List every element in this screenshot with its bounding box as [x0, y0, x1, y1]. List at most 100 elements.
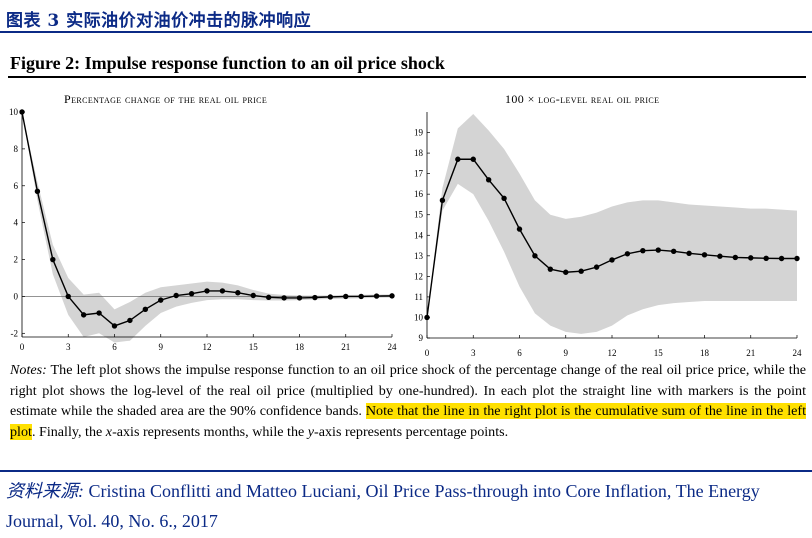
right-x-tick-label: 15: [654, 348, 664, 358]
left-point-marker: [19, 109, 25, 115]
right-point-marker: [485, 177, 492, 183]
chart-caption: 图表 3 实际油价对油价冲击的脉冲响应: [6, 11, 312, 31]
right-x-tick-label: 0: [425, 348, 430, 358]
right-point-marker: [778, 255, 785, 262]
left-y-tick-label: 4: [14, 218, 19, 228]
right-y-tick-label: 13: [414, 251, 424, 261]
left-point-marker: [250, 292, 256, 299]
right-point-marker: [717, 253, 723, 259]
left-x-tick-label: 21: [341, 342, 350, 352]
right-x-tick-label: 9: [564, 348, 569, 358]
left-y-tick-label: -2: [11, 328, 19, 338]
notes-y-var: y: [307, 424, 315, 441]
right-point-marker: [424, 314, 430, 321]
left-x-tick-label: 15: [249, 342, 259, 352]
left-x-tick-label: 24: [388, 342, 398, 352]
notes-label: Notes:: [10, 362, 47, 378]
left-point-marker: [235, 290, 241, 296]
right-point-marker: [609, 257, 615, 263]
right-y-tick-label: 14: [414, 230, 424, 240]
right-point-marker: [439, 197, 446, 204]
left-point-marker: [142, 306, 149, 313]
header-divider: [0, 31, 812, 33]
left-x-tick-label: 6: [112, 342, 117, 352]
left-x-tick-label: 12: [203, 342, 212, 352]
right-y-tick-label: 18: [414, 148, 424, 158]
right-plot: 9 10 11 12 13 14 15 16 17 18 19 0 3 6 9 12 15 18 21 24: [414, 112, 802, 358]
right-point-marker: [748, 255, 754, 261]
right-y-tick-label: 10: [414, 312, 424, 322]
right-y-tick-label: 15: [414, 210, 424, 220]
left-x-tick-label: 3: [66, 342, 71, 352]
left-point-marker: [80, 312, 87, 318]
notes-text: The left plot shows the impulse response…: [10, 362, 806, 420]
right-point-marker: [455, 156, 461, 162]
right-point-marker: [732, 254, 739, 261]
right-y-tick-label: 9: [419, 333, 424, 343]
left-point-marker: [50, 256, 56, 263]
left-point-marker: [34, 188, 41, 195]
notes-text-4: -axis represents percentage points.: [314, 424, 509, 441]
right-x-tick-label: 18: [700, 348, 710, 358]
right-confidence-band: [427, 114, 797, 334]
left-point-marker: [312, 294, 318, 301]
right-point-marker: [640, 247, 646, 254]
left-point-marker: [343, 293, 349, 300]
left-x-tick-label: 0: [20, 342, 25, 352]
left-point-marker: [389, 293, 395, 299]
left-point-marker: [96, 310, 102, 316]
right-y-tick-label: 17: [414, 169, 424, 179]
notes-x-var: x: [105, 424, 113, 441]
right-point-marker: [516, 226, 523, 232]
right-point-marker: [686, 250, 692, 257]
left-x-tick-label: 9: [159, 342, 164, 352]
right-point-marker: [547, 266, 554, 272]
left-y-tick-label: 10: [9, 107, 19, 117]
notes-text-3: -axis represents months, while the: [112, 424, 308, 441]
left-plot-title: Percentage change of the real oil price: [64, 92, 268, 106]
right-x-tick-label: 3: [471, 348, 476, 358]
right-x-tick-label: 12: [608, 348, 617, 358]
right-point-marker: [470, 156, 476, 162]
left-point-marker: [127, 317, 133, 324]
left-x-tick-label: 18: [295, 342, 305, 352]
report-header: 图表 3 实际油价对油价冲击的脉冲响应: [0, 0, 812, 36]
left-point-marker: [373, 293, 380, 299]
left-point-marker: [158, 297, 164, 303]
right-y-tick-label: 16: [414, 189, 424, 199]
left-point-marker: [281, 295, 287, 301]
figure-title-divider: [8, 76, 806, 78]
left-y-tick-label: 2: [14, 255, 19, 265]
right-point-marker: [701, 252, 708, 258]
right-point-marker: [624, 251, 631, 257]
left-y-tick-label: 6: [14, 181, 19, 191]
left-point-marker: [265, 294, 272, 301]
right-plot-title: 100 × log-level real oil price: [505, 92, 660, 106]
right-x-tick-label: 24: [793, 348, 803, 358]
left-point-marker: [111, 323, 118, 329]
right-point-marker: [794, 255, 800, 262]
right-y-tick-label: 11: [414, 292, 423, 302]
left-y-tick-label: 8: [14, 144, 19, 154]
right-point-marker: [501, 195, 507, 201]
left-point-marker: [204, 288, 210, 294]
left-point-marker: [219, 288, 226, 294]
right-x-tick-label: 6: [517, 348, 522, 358]
source-divider: [0, 470, 812, 472]
figure-notes: Notes: The left plot shows the impulse r…: [10, 360, 806, 443]
figure-title: Figure 2: Impulse response function to a…: [10, 53, 445, 73]
source-citation: 资料来源: Cristina Conflitti and Matteo Luci…: [6, 476, 806, 536]
right-y-tick-label: 19: [414, 128, 424, 138]
left-point-marker: [327, 294, 334, 300]
right-point-marker: [593, 264, 600, 270]
right-point-marker: [763, 255, 769, 261]
left-point-marker: [65, 293, 71, 300]
right-point-marker: [655, 247, 661, 253]
right-point-marker: [670, 248, 677, 254]
left-point-marker: [358, 293, 364, 300]
right-point-marker: [532, 253, 538, 259]
left-point-marker: [173, 292, 179, 299]
source-text: Cristina Conflitti and Matteo Luciani, O…: [6, 481, 760, 531]
